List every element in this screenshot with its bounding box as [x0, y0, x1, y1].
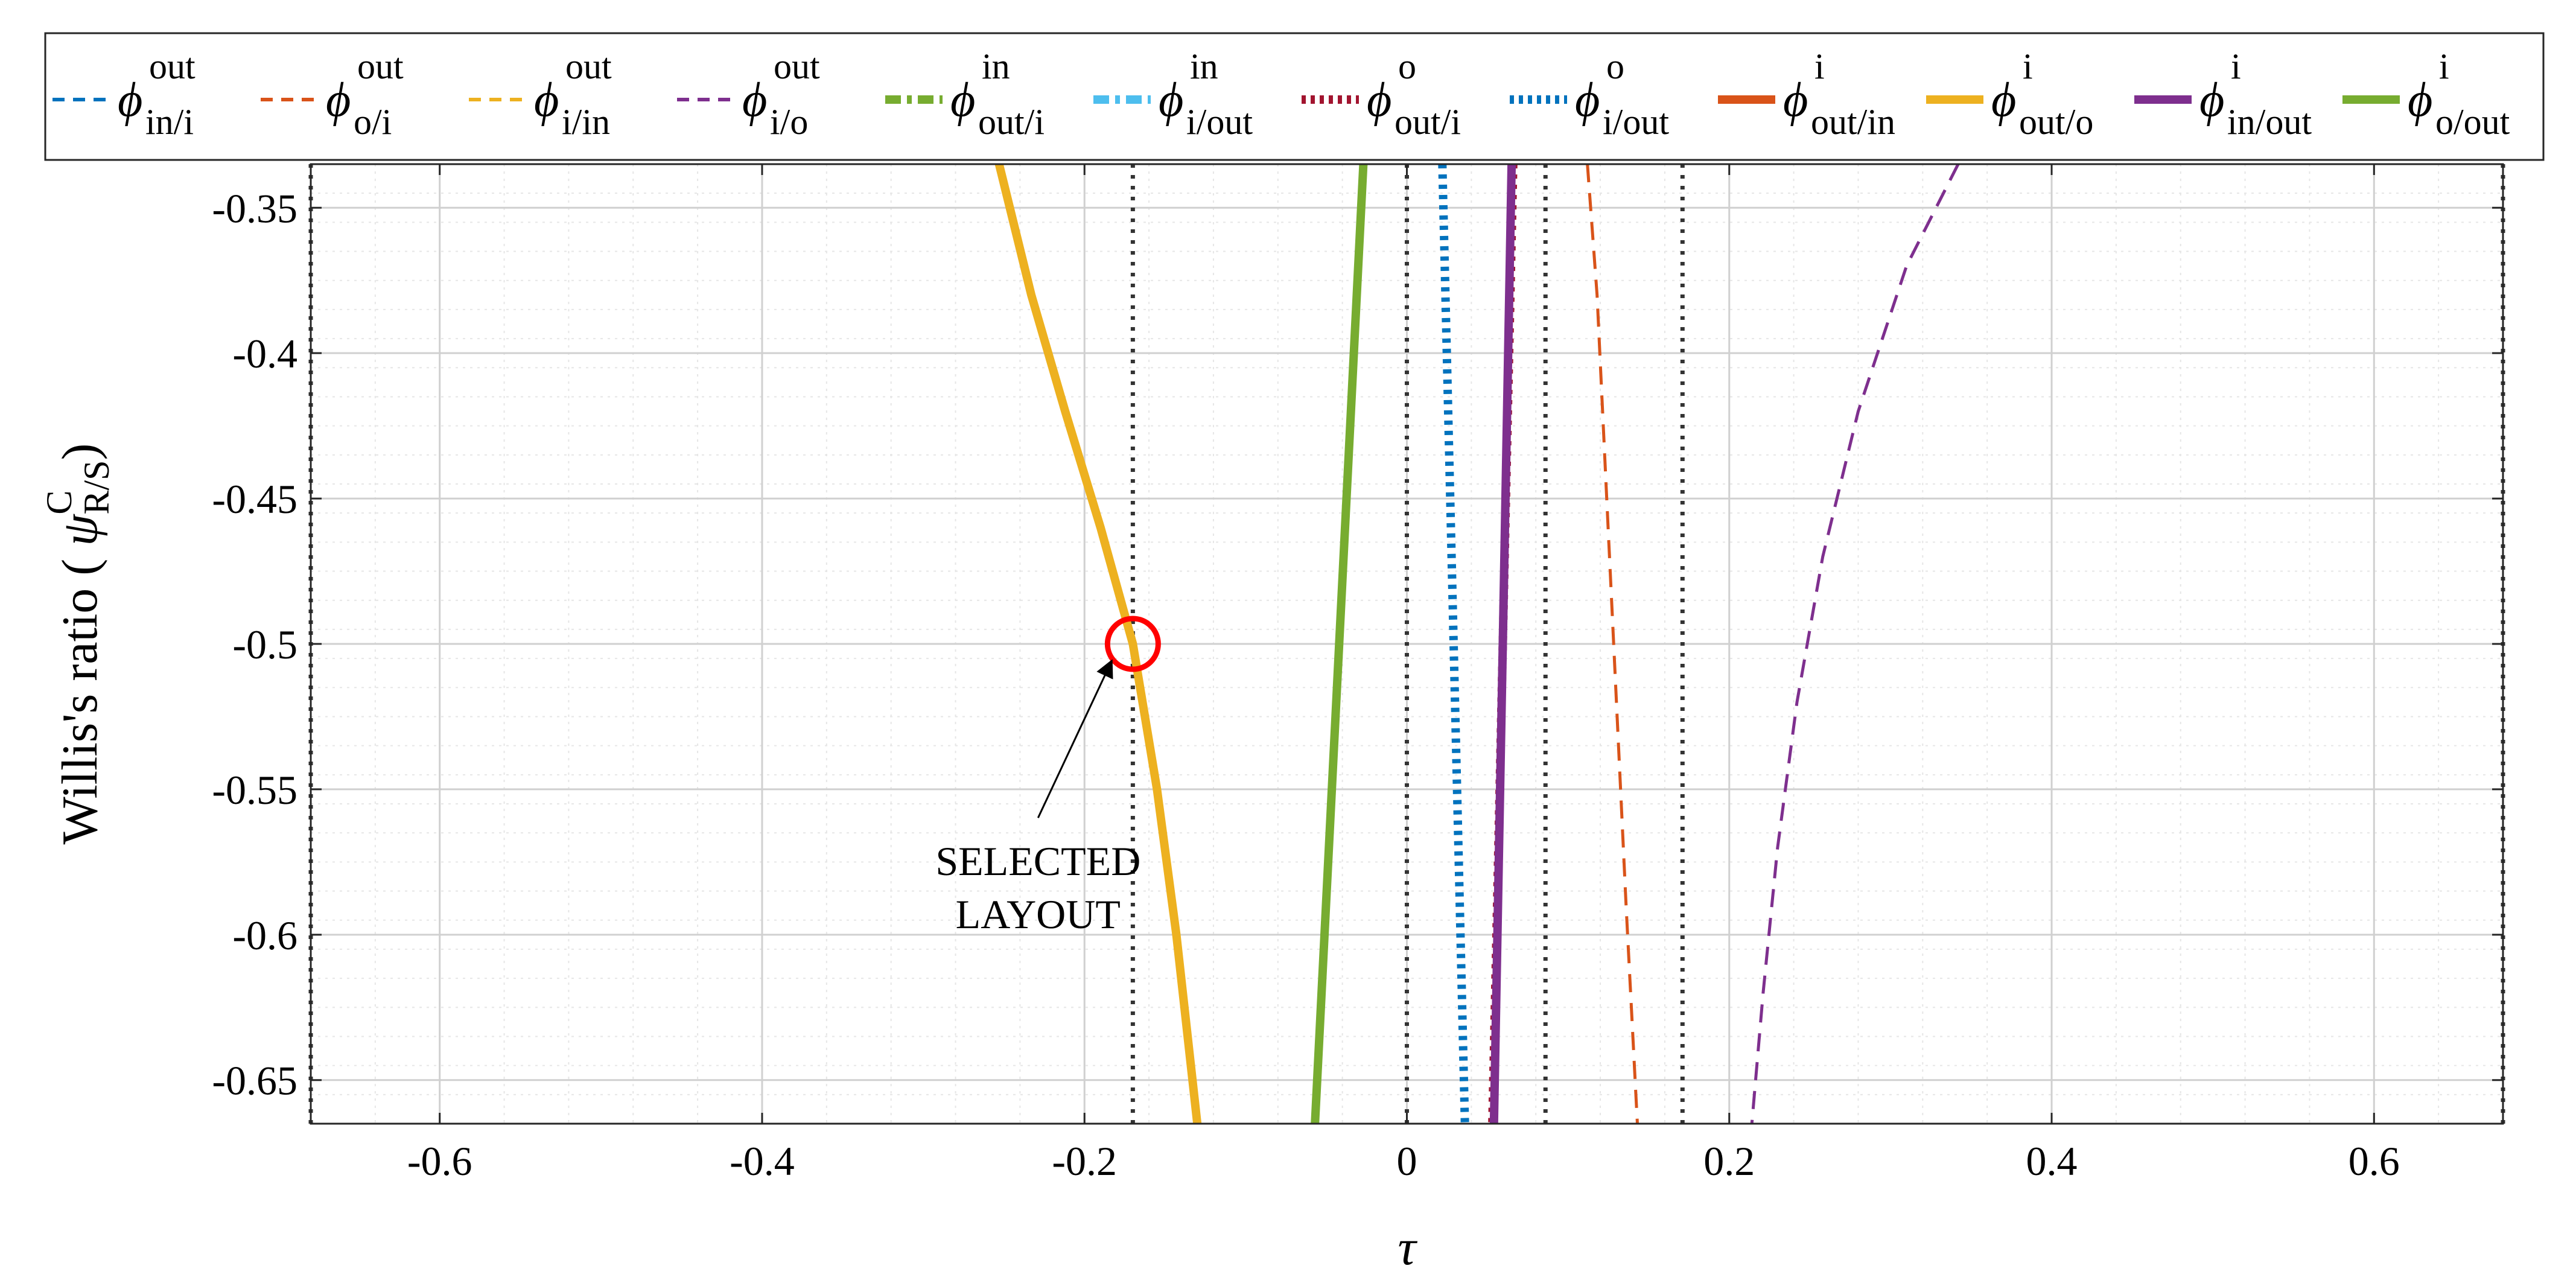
- legend-subscript: i/o: [770, 102, 808, 142]
- legend-subscript: i/out: [1186, 102, 1253, 142]
- y-axis-ticks: -0.35 -0.4 -0.45 -0.5 -0.55 -0.6 -0.65: [212, 185, 2503, 1104]
- legend-superscript: i: [2439, 46, 2449, 86]
- y-tick-label: -0.35: [212, 185, 297, 231]
- series-line-i-o-out: [1311, 164, 1368, 1124]
- legend-symbol: ϕ: [2408, 74, 2432, 127]
- y-tick-label: -0.55: [212, 767, 297, 813]
- legend-symbol: ϕ: [2199, 74, 2224, 127]
- legend-subscript: i/out: [1603, 102, 1669, 142]
- series-line-out-o-i: [1586, 164, 1639, 1124]
- legend-symbol: ϕ: [1575, 74, 1600, 127]
- legend-entry: ϕo out/i: [1302, 46, 1461, 142]
- legend-superscript: in: [1190, 46, 1218, 86]
- series-line-i-in-out: [1489, 164, 1516, 1124]
- legend-subscript: o/out: [2435, 102, 2510, 142]
- legend-superscript: i: [1814, 46, 1825, 86]
- legend-symbol: ϕ: [1991, 74, 2016, 127]
- selected-point-marker: [1104, 616, 1161, 672]
- y-axis-label: Willis's ratio ( ψCR/S): [39, 444, 116, 845]
- legend-entry: ϕo i/out: [1510, 46, 1669, 142]
- legend-subscript: i/in: [562, 102, 610, 142]
- y-axis-label-symbol: ψ: [52, 514, 108, 546]
- series-line-i-out-o: [994, 163, 1202, 1124]
- legend-subscript: out/in: [1811, 102, 1895, 142]
- legend-symbol: ϕ: [118, 74, 142, 127]
- y-tick-label: -0.6: [232, 912, 297, 958]
- x-tick-label: -0.2: [1052, 1138, 1117, 1184]
- legend-superscript: i: [2231, 46, 2241, 86]
- series-layer: [994, 163, 1960, 1124]
- y-tick-label: -0.45: [212, 476, 297, 522]
- x-tick-label: 0.6: [2349, 1138, 2400, 1184]
- y-axis-label-suffix: ): [52, 444, 108, 460]
- x-tick-label: 0: [1397, 1138, 1417, 1184]
- x-tick-label: 0.2: [1703, 1138, 1755, 1184]
- legend-superscript: out: [774, 46, 820, 86]
- legend-entry: ϕi out/o: [1926, 46, 2093, 142]
- legend-subscript: o/i: [354, 102, 392, 142]
- legend-entry: ϕin i/out: [1093, 46, 1253, 142]
- legend-entry: ϕi out/in: [1718, 46, 1895, 142]
- legend-subscript: out/i: [1395, 102, 1461, 142]
- y-axis-label-subscript: R/S: [77, 460, 116, 515]
- legend-symbol: ϕ: [950, 74, 975, 127]
- legend-subscript: out/i: [978, 102, 1045, 142]
- x-axis-ticks: -0.6 -0.4 -0.2 0 0.2 0.4 0.6: [407, 164, 2400, 1184]
- legend-entry: ϕi o/out: [2342, 46, 2510, 142]
- y-tick-label: -0.4: [232, 331, 297, 377]
- x-tick-label: -0.6: [407, 1138, 472, 1184]
- y-tick-label: -0.65: [212, 1058, 297, 1104]
- legend-superscript: i: [2023, 46, 2033, 86]
- legend-entry: ϕin out/i: [885, 46, 1045, 142]
- legend-symbol: ϕ: [1159, 74, 1183, 127]
- legend-superscript: out: [565, 46, 612, 86]
- legend-box: [44, 32, 2545, 161]
- x-tick-label: -0.4: [730, 1138, 795, 1184]
- y-axis-label-superscript: C: [39, 491, 79, 515]
- legend-superscript: out: [357, 46, 404, 86]
- legend-superscript: o: [1398, 46, 1416, 86]
- y-tick-label: -0.5: [232, 622, 297, 667]
- x-tick-label: 0.4: [2026, 1138, 2078, 1184]
- legend-subscript: out/o: [2019, 102, 2093, 142]
- legend-symbol: ϕ: [742, 74, 767, 127]
- legend-symbol: ϕ: [326, 74, 351, 127]
- legend-superscript: in: [982, 46, 1010, 86]
- axis-titles: τ Willis's ratio ( ψCR/S): [39, 444, 1417, 1276]
- legend-symbol: ϕ: [1367, 74, 1391, 127]
- legend-superscript: out: [149, 46, 196, 86]
- annotation-layer: SELECTED LAYOUT: [935, 616, 1161, 937]
- x-axis-label: τ: [1398, 1220, 1417, 1276]
- annotation-arrow: [1037, 659, 1113, 818]
- y-axis-label-prefix: Willis's ratio (: [52, 546, 108, 845]
- annotation-text-line: LAYOUT: [956, 891, 1121, 937]
- legend-symbol: ϕ: [534, 74, 559, 127]
- legend-symbol: ϕ: [1783, 74, 1808, 127]
- legend-entry: ϕi in/out: [2134, 46, 2312, 142]
- annotation-text-line: SELECTED: [935, 838, 1140, 884]
- legend-subscript: in/out: [2227, 102, 2312, 142]
- legend-superscript: o: [1606, 46, 1624, 86]
- legend-subscript: in/i: [145, 102, 194, 142]
